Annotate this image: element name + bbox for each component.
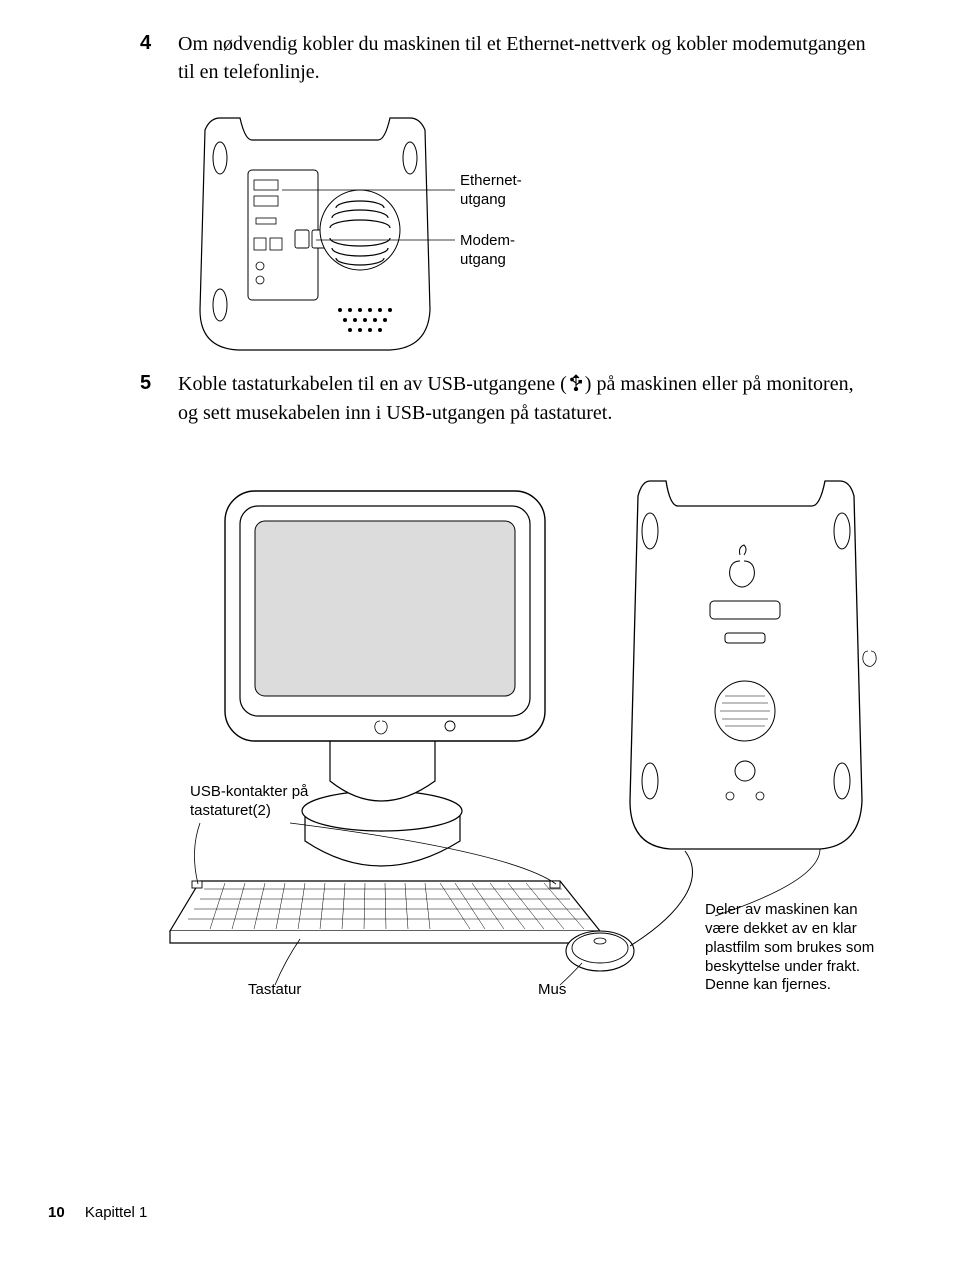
diagram-setup: USB-kontakter på tastaturet(2) Tastatur …	[130, 451, 890, 991]
keyboard-label: Tastatur	[248, 981, 301, 1000]
diagram-ports: Ethernet- utgang Modem- utgang	[160, 110, 640, 360]
step-5-text-before: Koble tastaturkabelen til en av USB-utga…	[178, 373, 567, 395]
note-l2: være dekket av en klar	[705, 920, 857, 937]
chapter-label: Kapittel 1	[85, 1204, 148, 1221]
usb-keyboard-label: USB-kontakter på tastaturet(2)	[190, 783, 308, 821]
step-5: 5 Koble tastaturkabelen til en av USB-ut…	[140, 370, 875, 427]
note-l3: plastfilm som brukes som	[705, 939, 874, 956]
protective-film-note: Deler av maskinen kan være dekket av en …	[705, 901, 915, 995]
usb-kb-l1: USB-kontakter på	[190, 783, 308, 800]
note-l5: Denne kan fjernes.	[705, 976, 831, 993]
modem-port-label: Modem- utgang	[460, 232, 515, 270]
page-number: 10	[48, 1204, 65, 1221]
step-4-text: Om nødvendig kobler du maskinen til et E…	[178, 30, 875, 86]
usb-icon	[569, 371, 583, 399]
ethernet-label-l1: Ethernet-	[460, 172, 522, 189]
tower-rear-illustration	[160, 110, 640, 360]
modem-label-l2: utgang	[460, 251, 506, 268]
step-4-number: 4	[140, 30, 160, 86]
modem-label-l1: Modem-	[460, 232, 515, 249]
note-l1: Deler av maskinen kan	[705, 901, 858, 918]
step-5-text: Koble tastaturkabelen til en av USB-utga…	[178, 370, 875, 427]
mouse-label: Mus	[538, 981, 566, 1000]
step-4: 4 Om nødvendig kobler du maskinen til et…	[140, 30, 875, 86]
page-footer: 10 Kapittel 1	[48, 1204, 147, 1221]
step-5-number: 5	[140, 370, 160, 427]
ethernet-label-l2: utgang	[460, 191, 506, 208]
ethernet-port-label: Ethernet- utgang	[460, 172, 522, 210]
note-l4: beskyttelse under frakt.	[705, 958, 860, 975]
usb-kb-l2: tastaturet(2)	[190, 802, 271, 819]
